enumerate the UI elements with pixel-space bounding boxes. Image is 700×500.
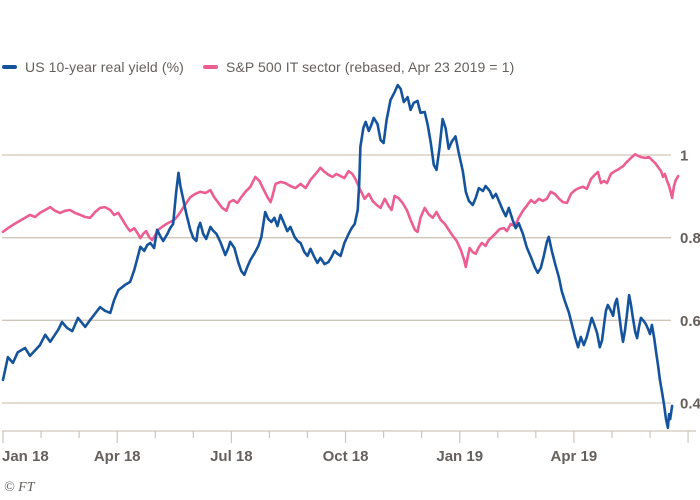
- x-axis-label-apr-19: Apr 19: [551, 448, 598, 465]
- series-line-sp500-it-sector: [1, 152, 680, 269]
- y-axis-label-0.4: 0.4: [680, 396, 700, 413]
- legend-label: S&P 500 IT sector (rebased, Apr 23 2019 …: [226, 59, 515, 75]
- x-axis-label-oct-18: Oct 18: [323, 448, 369, 465]
- ft-credit: © FT: [4, 480, 35, 495]
- pink-line-swatch-icon: [203, 65, 218, 69]
- blue-line-swatch-icon: [2, 65, 17, 69]
- chart-legend: US 10-year real yield (%) S&P 500 IT sec…: [0, 59, 700, 75]
- x-axis-label-jan-18: Jan 18: [2, 448, 49, 465]
- y-axis-label-0.6: 0.6: [680, 313, 700, 330]
- x-axis-label-jul-18: Jul 18: [210, 448, 253, 465]
- x-axis-label-apr-18: Apr 18: [94, 448, 141, 465]
- legend-item-us-10-year-real-yield: US 10-year real yield (%): [2, 59, 184, 75]
- series-line-us-10-year-real-yield: [1, 83, 674, 430]
- y-axis-label-0.8: 0.8: [680, 230, 700, 247]
- legend-label: US 10-year real yield (%): [25, 59, 184, 75]
- x-axis-label-jan-19: Jan 19: [436, 448, 483, 465]
- y-axis-label-1: 1: [680, 148, 688, 165]
- legend-item-sp500-it-sector: S&P 500 IT sector (rebased, Apr 23 2019 …: [203, 59, 514, 75]
